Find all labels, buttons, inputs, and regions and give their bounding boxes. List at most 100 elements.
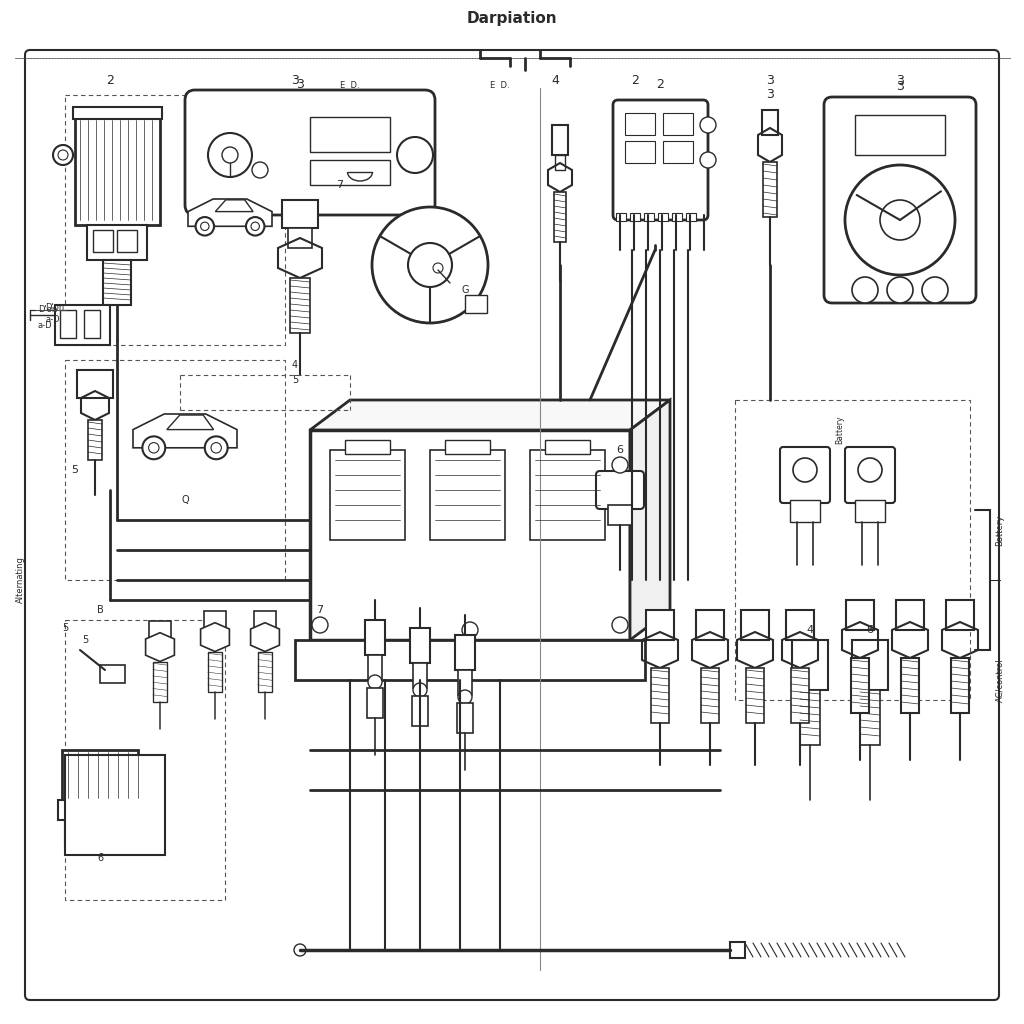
Bar xyxy=(545,440,590,454)
Text: 7: 7 xyxy=(337,180,344,190)
Bar xyxy=(696,610,724,640)
Circle shape xyxy=(793,458,817,482)
Circle shape xyxy=(845,165,955,275)
Circle shape xyxy=(852,278,878,303)
Circle shape xyxy=(201,222,209,230)
Circle shape xyxy=(196,217,214,236)
Bar xyxy=(258,651,272,692)
Text: 4: 4 xyxy=(551,74,559,86)
Text: 3: 3 xyxy=(296,79,304,91)
Bar xyxy=(150,621,171,639)
Bar xyxy=(651,668,669,723)
Bar xyxy=(310,160,390,185)
Bar xyxy=(87,225,147,260)
Circle shape xyxy=(397,137,433,173)
Bar xyxy=(701,668,719,723)
Bar xyxy=(153,662,167,702)
Circle shape xyxy=(211,442,221,453)
Text: 5: 5 xyxy=(292,375,298,385)
Polygon shape xyxy=(310,400,670,430)
Circle shape xyxy=(372,207,488,323)
Bar xyxy=(846,600,874,630)
Text: a-D: a-D xyxy=(38,321,52,330)
Bar xyxy=(288,228,312,248)
Bar xyxy=(663,113,693,135)
Bar xyxy=(204,611,226,629)
Bar xyxy=(686,213,696,221)
Bar xyxy=(282,200,318,228)
Text: 3: 3 xyxy=(291,74,299,86)
Circle shape xyxy=(887,278,913,303)
FancyBboxPatch shape xyxy=(25,50,999,1000)
Text: 2: 2 xyxy=(106,74,114,86)
Bar xyxy=(62,750,138,800)
Bar xyxy=(84,310,100,338)
Polygon shape xyxy=(630,400,670,640)
Bar xyxy=(630,213,640,221)
Text: 6: 6 xyxy=(97,853,103,863)
Bar xyxy=(855,500,885,522)
Circle shape xyxy=(700,117,716,133)
Bar xyxy=(65,755,165,855)
Circle shape xyxy=(142,436,165,459)
Circle shape xyxy=(53,145,73,165)
Text: Battery: Battery xyxy=(995,514,1005,546)
Bar xyxy=(860,690,880,745)
Text: 5: 5 xyxy=(82,635,88,645)
Circle shape xyxy=(880,200,920,240)
Polygon shape xyxy=(251,623,280,651)
Circle shape xyxy=(408,243,452,287)
Bar xyxy=(792,640,828,690)
Bar xyxy=(791,668,809,723)
Bar xyxy=(310,117,390,152)
Circle shape xyxy=(433,263,443,273)
Text: D'on: D'on xyxy=(38,305,57,314)
Polygon shape xyxy=(215,200,253,212)
Text: 2: 2 xyxy=(631,74,639,86)
Bar xyxy=(103,260,131,305)
Text: Alternating: Alternating xyxy=(15,557,25,603)
Polygon shape xyxy=(167,415,214,430)
Text: 5: 5 xyxy=(72,465,79,475)
Text: 4: 4 xyxy=(807,625,813,635)
Bar xyxy=(658,213,668,221)
FancyBboxPatch shape xyxy=(185,90,435,215)
Bar xyxy=(735,400,970,700)
Circle shape xyxy=(148,442,159,453)
Circle shape xyxy=(700,152,716,168)
Bar xyxy=(746,668,764,723)
Bar xyxy=(946,600,974,630)
Circle shape xyxy=(612,617,628,633)
Text: Darpiation: Darpiation xyxy=(467,10,557,26)
Bar xyxy=(117,230,137,252)
Bar xyxy=(455,635,475,670)
Circle shape xyxy=(312,617,328,633)
Bar xyxy=(290,278,310,333)
Bar xyxy=(65,95,285,345)
Circle shape xyxy=(858,458,882,482)
Circle shape xyxy=(208,133,252,177)
Bar xyxy=(616,213,626,221)
Bar xyxy=(530,450,605,540)
Bar xyxy=(430,450,505,540)
FancyBboxPatch shape xyxy=(596,471,644,509)
Bar xyxy=(896,600,924,630)
Text: 3: 3 xyxy=(896,74,904,86)
FancyBboxPatch shape xyxy=(780,447,830,503)
Bar xyxy=(60,310,76,338)
FancyBboxPatch shape xyxy=(613,100,708,220)
Circle shape xyxy=(58,150,68,160)
Bar xyxy=(555,155,565,170)
Circle shape xyxy=(252,162,268,178)
Bar xyxy=(410,628,430,663)
Text: AC/control: AC/control xyxy=(995,658,1005,701)
Bar xyxy=(554,193,566,242)
Bar xyxy=(65,820,135,845)
Bar xyxy=(855,115,945,155)
Bar xyxy=(208,651,222,692)
Polygon shape xyxy=(188,199,272,226)
Bar xyxy=(295,640,645,680)
Bar xyxy=(310,430,630,640)
Text: 3: 3 xyxy=(766,74,774,86)
Bar xyxy=(58,800,142,820)
